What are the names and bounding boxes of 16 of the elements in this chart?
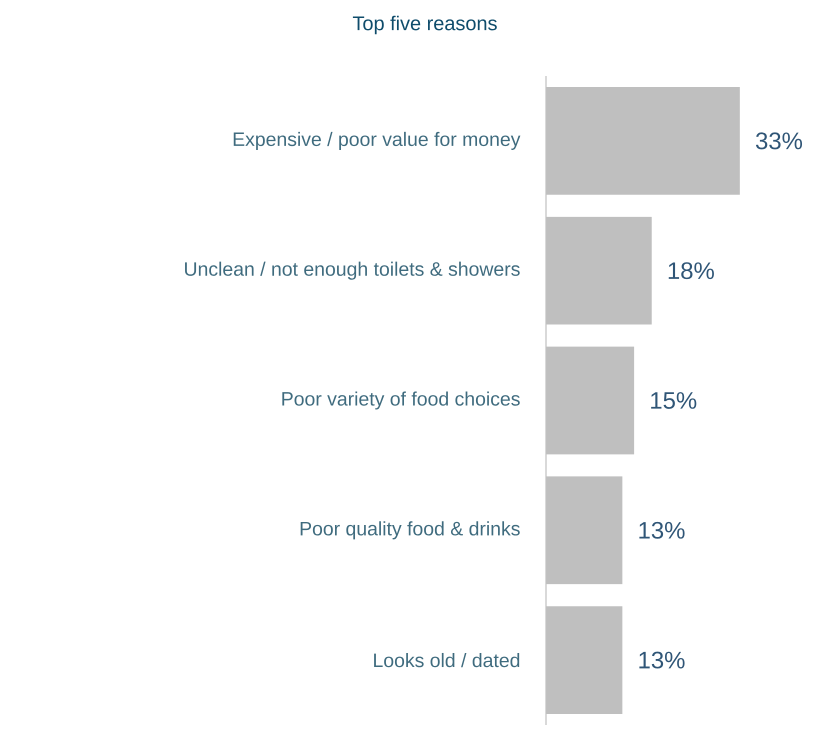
bar — [546, 216, 652, 325]
chart-title: Top five reasons — [352, 16, 497, 34]
bar — [546, 346, 634, 454]
data-label: 13% — [639, 522, 685, 539]
bar — [546, 606, 622, 714]
data-label: 33% — [756, 132, 802, 150]
bar — [546, 87, 740, 195]
data-label: 13% — [639, 652, 685, 669]
bar — [546, 476, 622, 584]
y-tick-label: Poor quality food & drinks — [300, 521, 520, 540]
y-tick-label: Expensive / poor value for money — [234, 132, 520, 150]
data-label: 15% — [651, 392, 696, 409]
y-tick-label: Poor variety of food choices — [282, 391, 520, 410]
y-tick-label: Looks old / dated — [374, 652, 520, 668]
y-tick-label: Unclean / not enough toilets & showers — [185, 262, 520, 280]
data-label: 18% — [668, 262, 714, 280]
